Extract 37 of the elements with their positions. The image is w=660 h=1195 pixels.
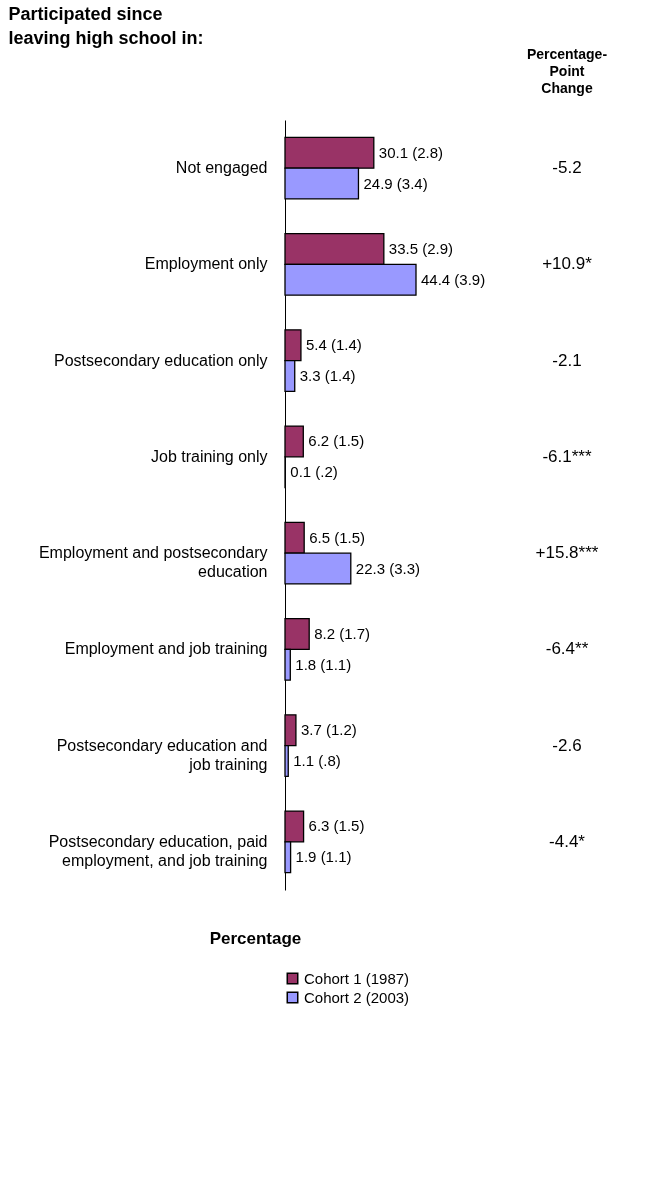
text: Participated since leaving high school in:: [8, 4, 204, 48]
x-axis-title: Percentage: [209, 928, 302, 948]
text: Percentage-Point Change: [526, 46, 608, 96]
data-label: 5.4 (1.4): [305, 336, 362, 354]
data-label: 33.5 (2.9): [388, 239, 454, 257]
data-label: 6.2 (1.5): [308, 432, 365, 450]
y-tick-label: Job training only: [150, 447, 268, 465]
y-tick-label: Postsecondary education and job training: [56, 736, 268, 773]
text: +15.8***: [535, 543, 599, 563]
y-tick-label: Employment and postsecondary education: [38, 544, 268, 581]
text: -2.1: [552, 350, 582, 370]
data-label: 6.5 (1.5): [309, 528, 366, 546]
text: -6.1***: [542, 446, 592, 466]
data-label: 8.2 (1.7): [314, 624, 371, 642]
data-label: 30.1 (2.8): [378, 143, 444, 161]
data-label: 1.9 (1.1): [295, 848, 352, 866]
y-tick-label: Employment and job training: [64, 640, 268, 658]
y-tick-label: Postsecondary education only: [54, 351, 268, 369]
text: -2.6: [552, 735, 582, 755]
legend-label: Cohort 1 (1987): [304, 969, 410, 987]
data-label: 3.3 (1.4): [299, 367, 356, 385]
legend-label: Cohort 2 (2003): [304, 988, 410, 1006]
data-label: 1.8 (1.1): [295, 655, 352, 673]
data-label: 3.7 (1.2): [300, 721, 357, 739]
text: -4.4*: [549, 831, 586, 851]
text: +10.9*: [542, 254, 593, 274]
y-tick-label: Postsecondary education, paid employment, and job training: [48, 832, 268, 869]
data-label: 22.3 (3.3): [355, 559, 421, 577]
text: -5.2: [552, 158, 582, 178]
text: -6.4**: [545, 639, 589, 659]
data-label: 24.9 (3.4): [363, 174, 428, 192]
y-tick-label: Employment only: [144, 255, 268, 273]
data-label: 44.4 (3.9): [421, 270, 486, 288]
data-label: 1.1 (.8): [293, 752, 341, 770]
data-label: 0.1 (.2): [290, 463, 338, 481]
data-label: 6.3 (1.5): [308, 817, 365, 835]
y-tick-label: Not engaged: [175, 159, 268, 177]
